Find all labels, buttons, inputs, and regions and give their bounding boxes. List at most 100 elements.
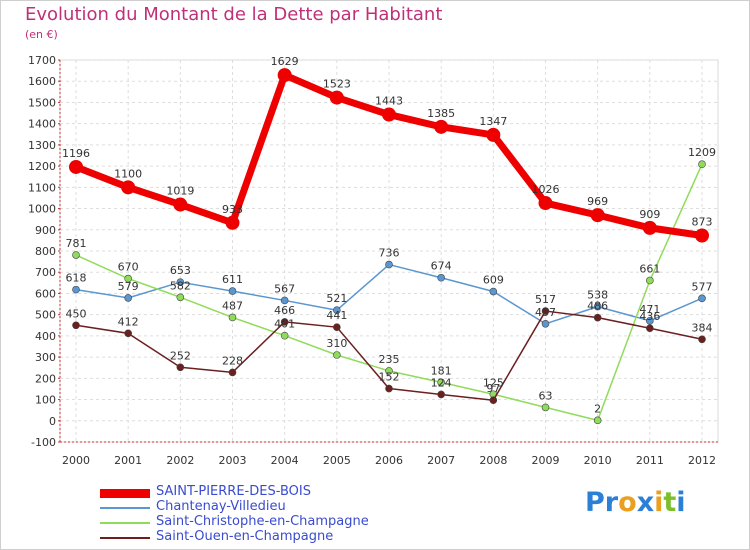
data-point bbox=[280, 331, 289, 340]
data-label: 384 bbox=[692, 321, 713, 334]
data-label: 517 bbox=[535, 293, 556, 306]
data-label: 436 bbox=[639, 310, 660, 323]
data-label: 577 bbox=[692, 280, 713, 293]
legend-item: Saint-Christophe-en-Champagne bbox=[100, 514, 490, 531]
data-point bbox=[173, 197, 188, 212]
data-point bbox=[541, 319, 550, 328]
data-point bbox=[695, 228, 709, 243]
y-tick-label: 200 bbox=[35, 372, 56, 385]
data-point bbox=[280, 318, 289, 326]
data-point bbox=[437, 378, 445, 387]
x-tick-label: 2008 bbox=[479, 454, 507, 467]
data-point bbox=[72, 321, 80, 330]
data-label: 582 bbox=[170, 279, 191, 292]
data-label: 521 bbox=[326, 292, 347, 305]
data-point bbox=[124, 294, 132, 302]
data-point bbox=[333, 306, 341, 315]
logo-letter: i bbox=[654, 487, 664, 518]
data-point bbox=[698, 160, 706, 169]
data-point bbox=[698, 294, 706, 303]
proxiti-logo: Proxiti bbox=[585, 487, 695, 527]
data-label: 873 bbox=[692, 216, 713, 229]
data-label: 1347 bbox=[479, 115, 507, 128]
series-lines bbox=[69, 68, 709, 425]
data-label: 538 bbox=[587, 289, 608, 302]
data-label: 441 bbox=[326, 309, 347, 322]
data-label: 674 bbox=[431, 260, 452, 273]
x-tick-label: 2011 bbox=[636, 454, 664, 467]
data-label: 618 bbox=[66, 272, 87, 285]
x-tick-label: 2012 bbox=[688, 454, 716, 467]
data-point bbox=[69, 159, 83, 174]
data-label: 97 bbox=[486, 382, 500, 395]
data-point bbox=[593, 313, 602, 322]
data-point bbox=[541, 307, 550, 315]
data-label: 125 bbox=[483, 376, 504, 389]
data-point bbox=[228, 287, 237, 295]
data-point bbox=[646, 324, 654, 333]
legend-swatch bbox=[100, 537, 150, 539]
data-point bbox=[72, 251, 80, 259]
chart-title: Evolution du Montant de la Dette par Hab… bbox=[25, 4, 443, 25]
data-point bbox=[124, 274, 132, 283]
data-label: 609 bbox=[483, 274, 504, 287]
logo-letter: x bbox=[636, 487, 655, 518]
data-label: 661 bbox=[639, 262, 660, 275]
y-tick-label: 700 bbox=[35, 266, 56, 279]
legend-label: Chantenay-Villedieu bbox=[156, 499, 286, 514]
data-labels: 1196 1100 1019 933 1629 1523 1443 1385 1347 1026 9… bbox=[62, 55, 716, 415]
data-label: 1209 bbox=[688, 146, 716, 159]
data-point bbox=[225, 215, 240, 230]
legend-swatch bbox=[100, 489, 150, 498]
data-point bbox=[489, 287, 498, 296]
data-point bbox=[228, 313, 237, 322]
legend: SAINT-PIERRE-DES-BOIS Chantenay-Villedieu… bbox=[100, 484, 490, 546]
x-tick-label: 2007 bbox=[427, 454, 455, 467]
y-tick-label: 1200 bbox=[28, 160, 56, 173]
data-label: 457 bbox=[535, 306, 556, 319]
data-label: 228 bbox=[222, 354, 243, 367]
x-tick-label: 2004 bbox=[271, 454, 299, 467]
axes: 1700160015001400130012001100100090080070… bbox=[28, 54, 718, 467]
data-label: 1443 bbox=[375, 95, 403, 108]
data-label: 152 bbox=[379, 371, 400, 384]
data-point bbox=[228, 368, 237, 377]
data-point bbox=[437, 390, 445, 399]
data-label: 670 bbox=[118, 261, 139, 274]
data-label: 63 bbox=[539, 389, 553, 402]
x-tick-label: 2003 bbox=[219, 454, 247, 467]
data-label: 579 bbox=[118, 280, 139, 293]
data-label: 1629 bbox=[271, 55, 299, 68]
legend-swatch bbox=[100, 507, 150, 509]
data-point bbox=[541, 403, 550, 412]
data-point bbox=[176, 293, 185, 302]
data-point bbox=[538, 196, 553, 211]
data-label: 1385 bbox=[427, 107, 455, 120]
data-point bbox=[329, 90, 344, 105]
y-tick-label: 600 bbox=[35, 287, 56, 300]
data-label: 487 bbox=[222, 299, 243, 312]
data-point bbox=[382, 107, 396, 122]
data-label: 471 bbox=[639, 303, 660, 316]
y-tick-label: 1400 bbox=[28, 118, 56, 131]
data-label: 933 bbox=[222, 203, 243, 216]
data-label: 412 bbox=[118, 315, 139, 328]
data-point bbox=[646, 317, 654, 325]
y-tick-label: 500 bbox=[35, 309, 56, 322]
data-label: 909 bbox=[639, 208, 660, 221]
x-tick-label: 2009 bbox=[532, 454, 560, 467]
data-point bbox=[437, 273, 445, 282]
data-label: 450 bbox=[66, 307, 87, 320]
y-tick-label: 800 bbox=[35, 245, 56, 258]
data-label: 653 bbox=[170, 264, 191, 277]
x-tick-label: 2005 bbox=[323, 454, 351, 467]
grid bbox=[59, 59, 719, 443]
data-point bbox=[434, 119, 449, 134]
data-label: 1523 bbox=[323, 78, 351, 91]
data-label: 235 bbox=[379, 353, 400, 366]
data-point bbox=[486, 127, 501, 142]
data-point bbox=[593, 416, 602, 425]
data-label: 401 bbox=[274, 318, 295, 331]
data-point bbox=[385, 384, 393, 393]
